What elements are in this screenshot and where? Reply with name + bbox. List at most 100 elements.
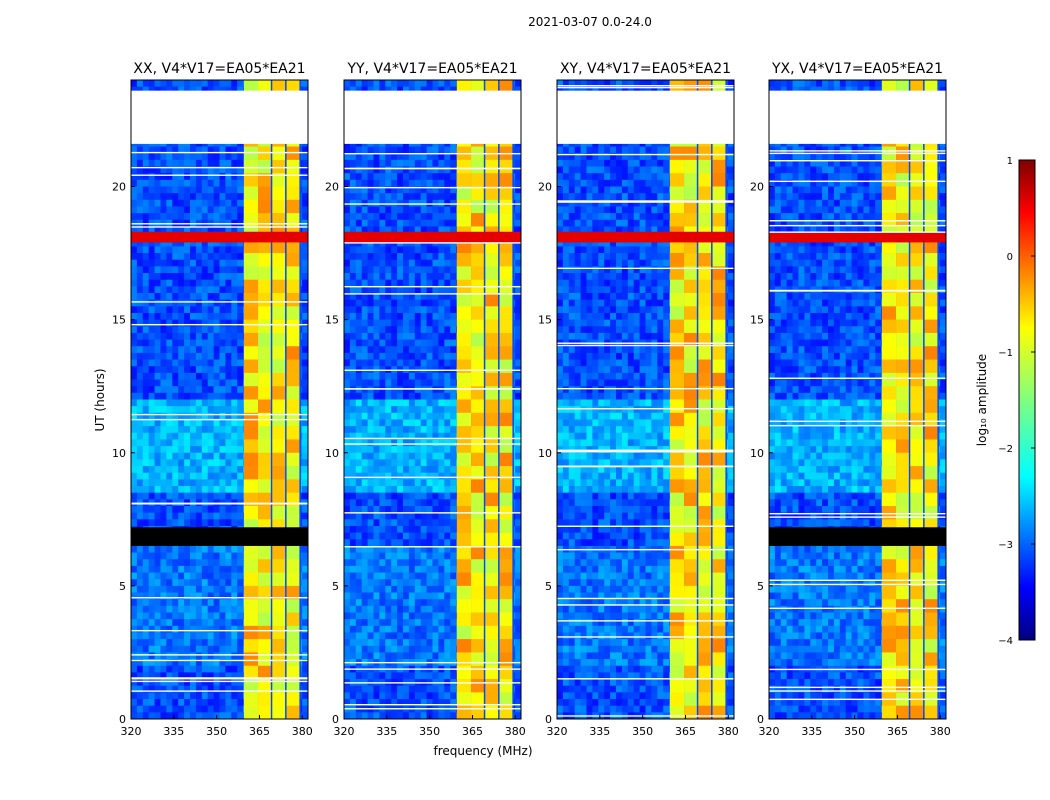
heatmap-cell — [172, 339, 179, 347]
heatmap-cell — [201, 146, 208, 154]
hot-band-segment — [243, 639, 259, 653]
heatmap-cell — [219, 612, 226, 620]
hot-band-segment — [258, 452, 271, 467]
heatmap-cell — [302, 419, 309, 427]
heatmap-cell — [213, 705, 220, 713]
heatmap-cell — [166, 359, 173, 367]
heatmap-cell — [438, 266, 445, 274]
heatmap-cell — [231, 80, 238, 87]
hot-band-segment — [272, 279, 286, 294]
heatmap-cell — [349, 312, 357, 320]
heatmap-cell — [373, 279, 380, 287]
heatmap-cell — [397, 253, 404, 261]
heatmap-cell — [225, 259, 232, 267]
heatmap-cell — [154, 359, 161, 367]
heatmap-cell — [207, 326, 214, 334]
heatmap-cell — [444, 266, 451, 274]
heatmap-cell — [408, 153, 416, 161]
heatmap-cell — [225, 372, 232, 380]
heatmap-cell — [432, 299, 439, 307]
heatmap-cell — [414, 326, 421, 334]
heatmap-cell — [172, 293, 179, 300]
heatmap-cell — [166, 206, 173, 214]
heatmap-cell — [160, 199, 167, 207]
heatmap-cell — [166, 193, 173, 201]
heatmap-cell — [172, 645, 179, 653]
heatmap-cell — [432, 486, 439, 493]
heatmap-cell — [361, 406, 368, 414]
heatmap-cell — [397, 273, 404, 280]
heatmap-cell — [379, 213, 386, 221]
heatmap-cell — [420, 466, 427, 474]
heatmap-cell — [361, 266, 368, 274]
heatmap-cell — [361, 332, 368, 340]
heatmap-cell — [379, 226, 386, 234]
heatmap-cell — [219, 339, 226, 347]
heatmap-cell — [391, 219, 398, 227]
heatmap-cell — [148, 639, 155, 647]
heatmap-cell — [426, 286, 433, 294]
heatmap-cell — [201, 326, 208, 334]
heatmap-cell — [344, 159, 351, 167]
heatmap-cell — [373, 206, 380, 214]
heatmap-cell — [367, 326, 374, 334]
hot-band-segment — [243, 266, 259, 280]
heatmap-cell — [344, 213, 351, 221]
flag-line — [131, 166, 308, 169]
heatmap-cell — [190, 605, 197, 613]
heatmap-cell — [154, 332, 161, 340]
heatmap-cell — [361, 306, 368, 314]
heatmap-cell — [195, 519, 203, 527]
heatmap-cell — [361, 253, 368, 261]
heatmap-cell — [391, 259, 398, 267]
heatmap-cell — [190, 639, 197, 647]
heatmap-cell — [450, 326, 457, 334]
heatmap-cell — [131, 699, 138, 706]
heatmap-cell — [225, 239, 232, 247]
heatmap-cell — [160, 612, 167, 620]
heatmap-cell — [154, 146, 161, 154]
heatmap-cell — [426, 439, 433, 447]
heatmap-cell — [515, 199, 522, 207]
hot-band-segment — [258, 585, 271, 600]
heatmap-cell — [178, 519, 185, 527]
heatmap-cell — [160, 80, 167, 87]
heatmap-cell — [349, 266, 357, 274]
heatmap-cell — [426, 419, 433, 427]
heatmap-cell — [302, 359, 309, 367]
hot-band-segment — [258, 399, 271, 414]
heatmap-cell — [344, 446, 351, 454]
heatmap-cell — [207, 386, 214, 394]
heatmap-cell — [414, 446, 421, 454]
heatmap-cell — [373, 146, 380, 154]
heatmap-cell — [408, 346, 416, 354]
heatmap-cell — [515, 432, 522, 440]
heatmap-cell — [349, 372, 357, 380]
heatmap-cell — [408, 86, 416, 94]
hot-band-segment — [243, 692, 259, 706]
heatmap-cell — [450, 279, 457, 287]
heatmap-cell — [166, 459, 173, 467]
hot-band-segment — [243, 506, 259, 520]
heatmap-cell — [379, 199, 386, 207]
heatmap-cell — [408, 446, 416, 454]
heatmap-cell — [438, 153, 445, 161]
heatmap-cell — [361, 339, 368, 347]
heatmap-cell — [172, 699, 179, 706]
heatmap-cell — [515, 259, 522, 267]
heatmap-cell — [160, 692, 167, 700]
heatmap-cell — [349, 359, 357, 367]
heatmap-cell — [403, 253, 410, 261]
heatmap-cell — [142, 159, 149, 167]
heatmap-cell — [302, 179, 309, 187]
heatmap-cell — [444, 146, 451, 154]
heatmap-cell — [361, 299, 368, 307]
heatmap-cell — [444, 80, 451, 87]
heatmap-cell — [213, 645, 220, 653]
heatmap-cell — [515, 299, 522, 307]
heatmap-cell — [148, 359, 155, 367]
heatmap-cell — [426, 472, 433, 480]
heatmap-cell — [420, 279, 427, 287]
heatmap-cell — [403, 193, 410, 201]
heatmap-cell — [355, 379, 362, 387]
